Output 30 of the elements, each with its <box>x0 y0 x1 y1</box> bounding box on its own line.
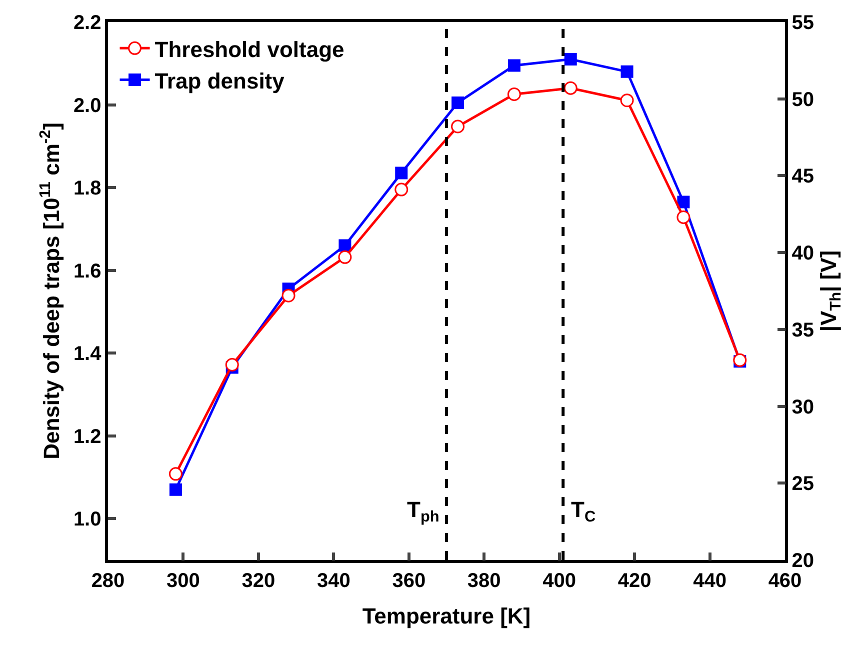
y-tick-label: 2.0 <box>73 94 102 117</box>
y2-tick-label: 30 <box>792 396 814 418</box>
x-tick-label: 360 <box>392 570 426 592</box>
y-tick-label: 1.0 <box>73 508 102 531</box>
y2-tick-label: 50 <box>792 88 814 111</box>
y2-tick-label: 25 <box>792 473 814 496</box>
y2-tick-label: 40 <box>792 242 814 265</box>
x-axis-title: Temperature [K] <box>362 604 531 629</box>
x-tick-label: 440 <box>693 570 726 592</box>
y-tick-label: 1.4 <box>73 343 102 366</box>
x-tick-label: 320 <box>242 570 276 592</box>
y-tick-label: 1.2 <box>73 426 102 448</box>
y-tick-label: 1.6 <box>73 260 102 282</box>
y2-tick-label: 45 <box>792 166 814 188</box>
y2-tick-label: 35 <box>792 319 814 342</box>
x-tick-label: 340 <box>316 570 350 592</box>
y-tick-label: 1.8 <box>73 178 102 200</box>
legend-label: Trap density <box>154 68 286 94</box>
legend-label: Threshold voltage <box>154 36 344 62</box>
ref-line-label: T$_{C}$ <box>571 497 596 526</box>
y-tick-label: 2.2 <box>73 12 102 34</box>
y2-tick-label: 20 <box>792 550 814 572</box>
x-tick-label: 400 <box>542 570 576 592</box>
x-tick-label: 300 <box>166 570 200 592</box>
ref-line-label: T$_{ph}$ <box>407 497 440 526</box>
x-tick-label: 420 <box>618 570 652 592</box>
x-tick-label: 460 <box>768 570 802 592</box>
x-tick-label: 380 <box>467 570 501 592</box>
x-tick-label: 280 <box>91 570 125 592</box>
y2-tick-label: 55 <box>792 12 814 34</box>
